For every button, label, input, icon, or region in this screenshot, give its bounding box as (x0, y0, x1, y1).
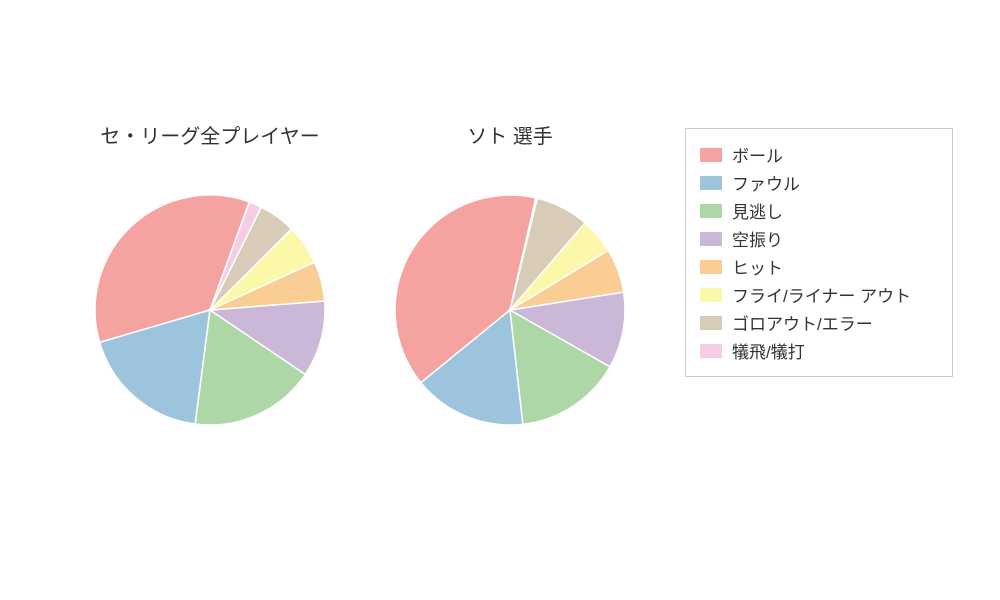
legend-item-look: 見逃し (700, 198, 938, 223)
legend-swatch-swing (700, 232, 722, 246)
legend-label-ground: ゴロアウト/エラー (732, 310, 873, 335)
legend-swatch-ground (700, 316, 722, 330)
legend-item-ball: ボール (700, 142, 938, 167)
legend-swatch-ball (700, 148, 722, 162)
figure-canvas: セ・リーグ全プレイヤー35.118.417.610.7ソト 選手39.515.9… (0, 0, 1000, 600)
legend-swatch-fly (700, 288, 722, 302)
legend-label-swing: 空振り (732, 226, 783, 251)
legend-label-look: 見逃し (732, 198, 783, 223)
legend-label-ball: ボール (732, 142, 783, 167)
chart-title-player: ソト 選手 (360, 120, 660, 149)
legend-item-fly: フライ/ライナー アウト (700, 282, 938, 307)
legend-label-hit: ヒット (732, 254, 783, 279)
legend-item-swing: 空振り (700, 226, 938, 251)
legend-swatch-hit (700, 260, 722, 274)
legend-swatch-foul (700, 176, 722, 190)
legend-item-foul: ファウル (700, 170, 938, 195)
legend-label-foul: ファウル (732, 170, 800, 195)
pie-player (393, 193, 627, 427)
legend: ボールファウル見逃し空振りヒットフライ/ライナー アウトゴロアウト/エラー犠飛/… (685, 128, 953, 377)
pie-league (93, 193, 327, 427)
legend-item-hit: ヒット (700, 254, 938, 279)
legend-item-sac: 犠飛/犠打 (700, 338, 938, 363)
legend-label-fly: フライ/ライナー アウト (732, 282, 911, 307)
legend-label-sac: 犠飛/犠打 (732, 338, 805, 363)
legend-item-ground: ゴロアウト/エラー (700, 310, 938, 335)
legend-swatch-look (700, 204, 722, 218)
chart-title-league: セ・リーグ全プレイヤー (60, 120, 360, 149)
legend-swatch-sac (700, 344, 722, 358)
